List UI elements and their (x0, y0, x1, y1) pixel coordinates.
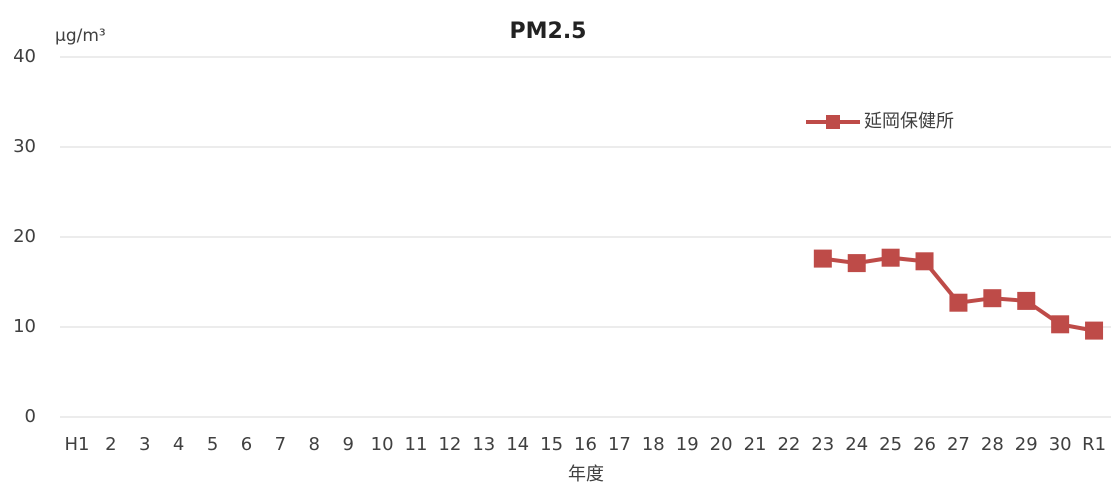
x-tick-label: 23 (811, 434, 834, 455)
y-tick-label: 30 (13, 136, 36, 157)
x-tick-label: 24 (845, 434, 868, 455)
series-marker (1017, 291, 1036, 310)
x-tick-label: 17 (608, 434, 631, 455)
x-tick-label: 3 (139, 434, 150, 455)
x-tick-label: 19 (676, 434, 699, 455)
x-tick-label: 4 (173, 434, 184, 455)
x-tick-label: 29 (1015, 434, 1038, 455)
x-axis-label: 年度 (568, 464, 604, 485)
series-marker (847, 254, 866, 273)
x-tick-label: 21 (744, 434, 767, 455)
legend-marker (826, 115, 840, 129)
series-marker (813, 249, 832, 268)
x-tick-label: 30 (1049, 434, 1072, 455)
x-tick-label: 16 (574, 434, 597, 455)
x-tick-label: 9 (342, 434, 353, 455)
x-tick-label: H1 (64, 434, 89, 455)
series-marker (1085, 321, 1104, 340)
y-axis-label: μg/m³ (55, 26, 106, 46)
x-tick-label: 26 (913, 434, 936, 455)
x-tick-label: 10 (371, 434, 394, 455)
legend-label: 延岡保健所 (864, 111, 954, 132)
y-tick-label: 0 (25, 406, 36, 427)
x-tick-label: 20 (710, 434, 733, 455)
y-tick-label: 40 (13, 46, 36, 67)
x-tick-label: 2 (105, 434, 116, 455)
x-tick-label: 6 (241, 434, 252, 455)
y-tick-label: 10 (13, 316, 36, 337)
x-tick-label: 25 (879, 434, 902, 455)
x-tick-label: 15 (540, 434, 563, 455)
series-marker (983, 289, 1002, 308)
x-tick-label: 22 (777, 434, 800, 455)
x-tick-label: 18 (642, 434, 665, 455)
series-marker (1051, 315, 1070, 334)
series-marker (915, 252, 934, 271)
x-tick-label: 13 (472, 434, 495, 455)
x-tick-label: 27 (947, 434, 970, 455)
x-tick-label: 12 (438, 434, 461, 455)
x-tick-label: 14 (506, 434, 529, 455)
series-marker (881, 248, 900, 267)
y-tick-label: 20 (13, 226, 36, 247)
chart-title: PM2.5 (510, 19, 587, 44)
x-tick-label: R1 (1082, 434, 1106, 455)
x-tick-label: 5 (207, 434, 218, 455)
x-tick-label: 8 (309, 434, 320, 455)
x-tick-label: 11 (405, 434, 428, 455)
x-tick-label: 7 (275, 434, 286, 455)
series-marker (949, 293, 968, 312)
x-tick-label: 28 (981, 434, 1004, 455)
